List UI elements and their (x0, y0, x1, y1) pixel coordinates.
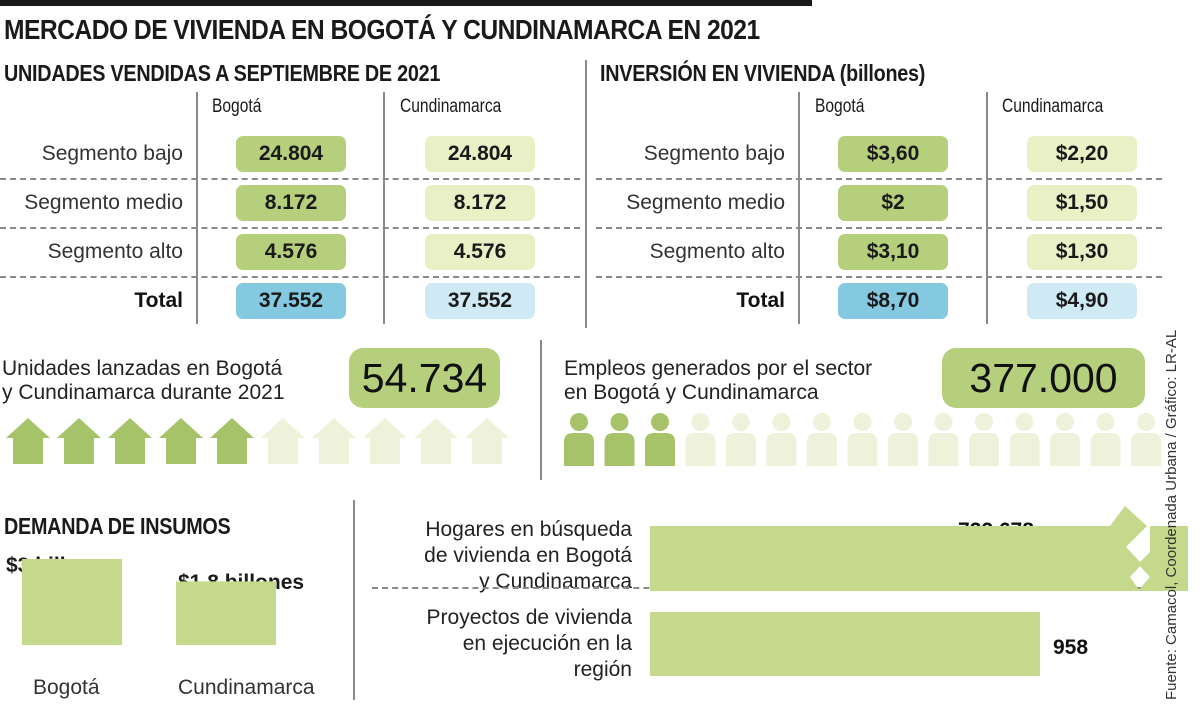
projects-value: 958 (1053, 636, 1089, 659)
units-cund-low: 24.804 (425, 136, 535, 172)
supplies-heading: DEMANDA DE INSUMOS (4, 513, 231, 539)
person-icon-active (564, 413, 594, 466)
source-note: Fuente: Camacol, Coordenada Urbana / Grá… (1163, 329, 1180, 700)
jobs-text: Empleos generados por el sector en Bogot… (564, 357, 872, 405)
units-col-divider-1 (196, 92, 198, 324)
units-row-label: Segmento medio (24, 191, 183, 214)
person-icon-inactive (807, 413, 837, 466)
inv-bogota-low: $3,60 (838, 136, 948, 172)
person-icon-inactive (928, 413, 959, 466)
units-cund-mid: 8.172 (425, 185, 535, 221)
house-icon-inactive (261, 418, 305, 464)
supplies-bar-chart (22, 559, 276, 645)
person-icon-active (604, 413, 635, 466)
houses-pictogram (6, 418, 509, 464)
units-sold-heading: UNIDADES VENDIDAS A SEPTIEMBRE DE 2021 (4, 60, 441, 86)
units-bogota-high: 4.576 (236, 234, 346, 270)
inv-col-divider-2 (986, 92, 988, 324)
units-row-divider (0, 178, 580, 180)
inv-cund-low: $2,20 (1027, 136, 1137, 172)
households-line-2: de vivienda en Bogotá (424, 544, 632, 567)
launched-text: Unidades lanzadas en Bogotá y Cundinamar… (2, 357, 285, 405)
inv-row-divider (596, 276, 1162, 278)
households-bar (650, 506, 1188, 591)
units-col-divider-2 (383, 92, 385, 324)
projects-line-3: región (573, 658, 632, 681)
inv-total-label: Total (736, 289, 785, 312)
inv-col-divider-1 (798, 92, 800, 324)
households-text: Hogares en búsqueda de vivienda en Bogot… (424, 517, 632, 595)
jobs-line-2: en Bogotá y Cundinamarca (564, 381, 819, 404)
person-icon-inactive (888, 413, 918, 466)
people-pictogram (564, 413, 1161, 466)
inv-row-label: Segmento alto (649, 240, 785, 263)
inv-bogota-total: $8,70 (838, 283, 948, 319)
inv-cund-high: $1,30 (1027, 234, 1137, 270)
supplies-bogota-label: Bogotá (33, 676, 100, 699)
units-col-bogota: Bogotá (212, 96, 262, 117)
supplies-bar (176, 581, 276, 645)
house-icon-active (210, 418, 254, 464)
launched-line-1: Unidades lanzadas en Bogotá (2, 357, 283, 380)
units-row-label: Segmento alto (47, 240, 183, 263)
inv-row-divider (596, 227, 1162, 229)
units-cund-total: 37.552 (425, 283, 535, 319)
house-icon-active (57, 418, 101, 464)
person-icon-inactive (1009, 413, 1040, 466)
units-col-cundinamarca: Cundinamarca (400, 96, 502, 117)
house-icon-active (6, 418, 50, 464)
inv-cund-total: $4,90 (1027, 283, 1137, 319)
house-icon-inactive (363, 418, 407, 464)
house-icon-active (108, 418, 152, 464)
supplies-cund-label: Cundinamarca (178, 676, 315, 699)
person-icon-inactive (685, 413, 716, 466)
person-icon-inactive (847, 413, 878, 466)
house-icon-inactive (312, 418, 356, 464)
person-icon-inactive (726, 413, 756, 466)
jobs-line-1: Empleos generados por el sector (564, 357, 873, 380)
projects-line-2: en ejecución en la (462, 632, 632, 655)
units-row-divider (0, 276, 580, 278)
inv-row-label: Segmento medio (626, 191, 785, 214)
projects-bar (650, 612, 1040, 676)
person-icon-active (645, 413, 675, 466)
person-icon-inactive (1050, 413, 1080, 466)
units-bogota-low: 24.804 (236, 136, 346, 172)
units-row-label: Segmento bajo (41, 142, 183, 165)
person-icon-inactive (969, 413, 999, 466)
inv-col-bogota: Bogotá (815, 96, 865, 117)
investment-heading: INVERSIÓN EN VIVIENDA (billones) (600, 60, 926, 86)
projects-line-1: Proyectos de vivienda (426, 606, 632, 629)
top-rule (0, 0, 812, 6)
launched-value: 54.734 (349, 348, 500, 408)
mid-divider (540, 340, 542, 480)
inv-col-cundinamarca: Cundinamarca (1002, 96, 1104, 117)
units-cund-high: 4.576 (425, 234, 535, 270)
units-bogota-mid: 8.172 (236, 185, 346, 221)
lower-divider (353, 500, 355, 700)
households-projects-bars (650, 506, 1188, 676)
households-line-1: Hogares en búsqueda (425, 518, 632, 541)
households-line-3: y Cundinamarca (479, 570, 632, 593)
inv-bogota-mid: $2 (838, 185, 948, 221)
house-icon-active (159, 418, 203, 464)
person-icon-inactive (1131, 413, 1161, 466)
units-row-divider (0, 227, 580, 229)
inv-row-divider (596, 178, 1162, 180)
units-bogota-total: 37.552 (236, 283, 346, 319)
person-icon-inactive (766, 413, 797, 466)
house-icon-inactive (414, 418, 458, 464)
units-total-label: Total (134, 289, 183, 312)
person-icon-inactive (1090, 413, 1121, 466)
center-divider (585, 60, 587, 328)
page-title: MERCADO DE VIVIENDA EN BOGOTÁ Y CUNDINAM… (4, 14, 760, 45)
inv-row-label: Segmento bajo (643, 142, 785, 165)
inv-bogota-high: $3,10 (838, 234, 948, 270)
house-icon-inactive (465, 418, 509, 464)
inv-cund-mid: $1,50 (1027, 185, 1137, 221)
supplies-bar (22, 559, 122, 645)
launched-line-2: y Cundinamarca durante 2021 (2, 381, 285, 404)
projects-text: Proyectos de vivienda en ejecución en la… (427, 605, 632, 683)
jobs-value: 377.000 (942, 348, 1145, 408)
